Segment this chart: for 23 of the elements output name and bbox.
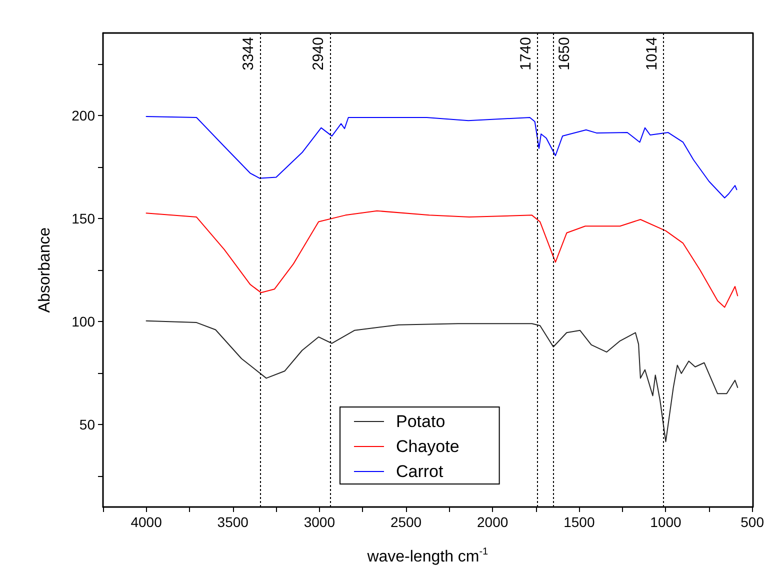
x-tick-label: 3500: [217, 514, 249, 530]
y-tick-label: 150: [72, 210, 96, 226]
y-axis-title: Absorbance: [36, 227, 54, 313]
legend-label: Carrot: [396, 462, 444, 481]
x-tick-label: 500: [740, 514, 764, 530]
x-tick-label: 2000: [477, 514, 508, 530]
x-tick-label: 3000: [304, 514, 336, 530]
line-series: [146, 116, 738, 198]
x-tick-label: 4000: [130, 514, 162, 530]
line-series: [146, 210, 738, 308]
legend-label: Potato: [396, 412, 446, 431]
ref-line-label: 3344: [240, 37, 257, 70]
ref-line-label: 1740: [518, 37, 535, 70]
y-tick-label: 100: [72, 314, 96, 330]
ref-line-label: 1650: [556, 37, 574, 70]
y-tick-label: 200: [72, 107, 96, 124]
ref-line-label: 2940: [310, 37, 327, 70]
x-tick-label: 1000: [650, 514, 682, 530]
legend-label: Chayote: [396, 437, 460, 456]
x-tick-label: 1500: [564, 514, 595, 530]
ref-line-label: 1014: [643, 37, 660, 70]
x-tick-label: 2500: [390, 514, 422, 530]
y-tick-label: 50: [79, 416, 96, 433]
